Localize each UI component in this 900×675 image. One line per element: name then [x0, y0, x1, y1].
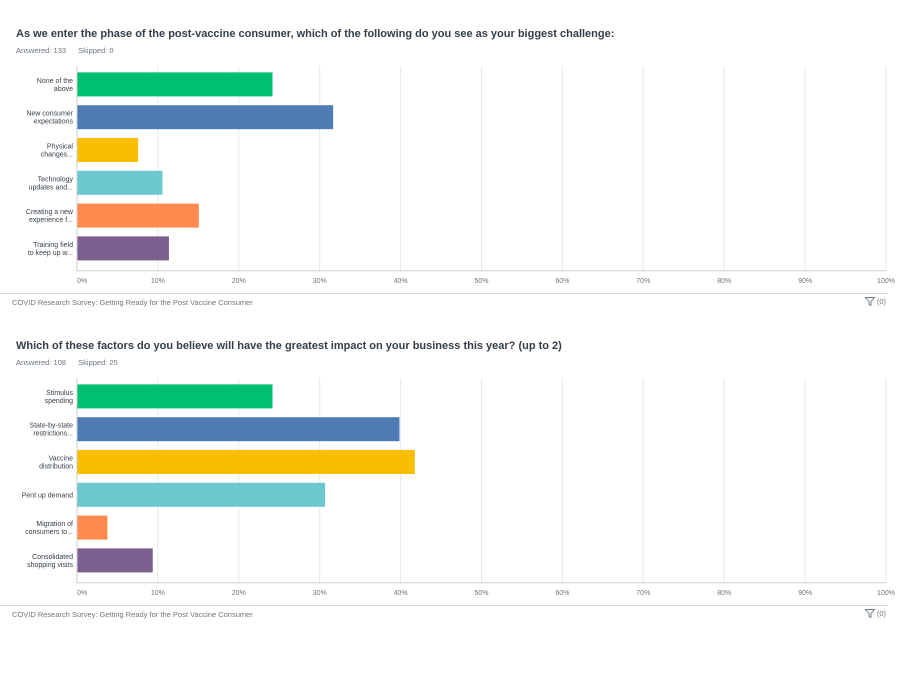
survey-name: COVID Research Survey: Getting Ready for… [12, 298, 253, 307]
filter-icon [864, 297, 875, 306]
x-tick-label: 80% [717, 590, 731, 597]
question-title: As we enter the phase of the post-vaccin… [16, 28, 615, 40]
bar [77, 482, 326, 507]
filter-count: (0) [876, 297, 886, 306]
bar [77, 384, 273, 409]
answered-count: Answered: 108 [16, 358, 67, 367]
bar [77, 515, 108, 540]
x-tick-label: 30% [313, 590, 327, 597]
question-title: Which of these factors do you believe wi… [16, 340, 562, 352]
filter-button[interactable]: (0) [864, 297, 886, 306]
bar [77, 72, 273, 97]
category-label: spending [45, 398, 74, 405]
category-label: Vaccine [49, 456, 73, 463]
x-tick-label: 20% [232, 278, 246, 285]
category-label: restrictions... [33, 431, 73, 438]
filter-icon [864, 609, 875, 618]
x-tick-label: 90% [798, 590, 812, 597]
category-label: None of the [37, 78, 73, 85]
category-label: above [54, 86, 73, 93]
x-tick-label: 50% [474, 278, 488, 285]
filter-button[interactable]: (0) [864, 609, 886, 618]
category-label: Technology [38, 176, 74, 183]
x-tick-label: 60% [555, 590, 569, 597]
category-label: distribution [39, 464, 73, 471]
skipped-count: Skipped: 0 [78, 46, 114, 55]
bar [77, 417, 400, 442]
x-tick-label: 100% [877, 590, 895, 597]
answered-count: Answered: 133 [16, 46, 67, 55]
bar [77, 236, 169, 261]
category-label: expectations [34, 119, 74, 126]
x-tick-label: 50% [474, 590, 488, 597]
x-tick-label: 30% [313, 278, 327, 285]
x-tick-label: 40% [394, 278, 408, 285]
category-label: Pent up demand [22, 492, 73, 499]
skipped-count: Skipped: 25 [78, 358, 118, 367]
x-tick-label: 60% [555, 278, 569, 285]
x-tick-label: 10% [151, 590, 165, 597]
x-tick-label: 0% [77, 590, 87, 597]
bar-chart: 0% 10% 20% 30% 40% 50% 60% 70% 80% 90% 100% None of… [0, 62, 900, 302]
x-tick-label: 90% [798, 278, 812, 285]
bar-chart-svg: 0% 10% 20% 30% 40% 50% 60% 70% 80% 90% 100% Stimulu… [22, 378, 895, 597]
category-label: Training field [33, 242, 73, 249]
category-label: changes... [41, 152, 73, 159]
category-label: shopping visits [27, 562, 73, 569]
x-tick-label: 100% [877, 278, 895, 285]
bar [77, 170, 163, 195]
chart-footer: COVID Research Survey: Getting Ready for… [0, 293, 888, 307]
category-label: consumers to... [25, 529, 73, 536]
filter-count: (0) [876, 609, 886, 618]
survey-name: COVID Research Survey: Getting Ready for… [12, 610, 253, 619]
category-label: to keep up w... [28, 250, 73, 257]
category-label: Migration of [36, 521, 73, 528]
bar [77, 450, 415, 474]
category-label: New consumer [26, 111, 73, 118]
category-label: Consolidated [32, 554, 73, 561]
bar [77, 138, 139, 162]
bar [77, 203, 199, 228]
category-label: Stimulus [46, 390, 73, 397]
bar [77, 105, 334, 130]
x-tick-label: 70% [636, 590, 650, 597]
category-label: experience f... [29, 217, 73, 224]
category-label: State-by-state [29, 423, 73, 430]
bar [77, 548, 153, 573]
category-label: Creating a new [26, 209, 74, 216]
category-label: Physical [47, 144, 74, 151]
chart-footer: COVID Research Survey: Getting Ready for… [0, 605, 888, 619]
answer-stats: Answered: 133 Skipped: 0 [16, 46, 124, 55]
bar-chart: 0% 10% 20% 30% 40% 50% 60% 70% 80% 90% 100% Stimulu… [0, 374, 900, 614]
answer-stats: Answered: 108 Skipped: 25 [16, 358, 128, 367]
x-tick-label: 40% [394, 590, 408, 597]
x-tick-label: 80% [717, 278, 731, 285]
x-tick-label: 70% [636, 278, 650, 285]
x-tick-label: 20% [232, 590, 246, 597]
bar-chart-svg: 0% 10% 20% 30% 40% 50% 60% 70% 80% 90% 100% None of… [26, 66, 895, 285]
x-tick-label: 10% [151, 278, 165, 285]
x-tick-label: 0% [77, 278, 87, 285]
category-label: updates and... [29, 184, 73, 191]
